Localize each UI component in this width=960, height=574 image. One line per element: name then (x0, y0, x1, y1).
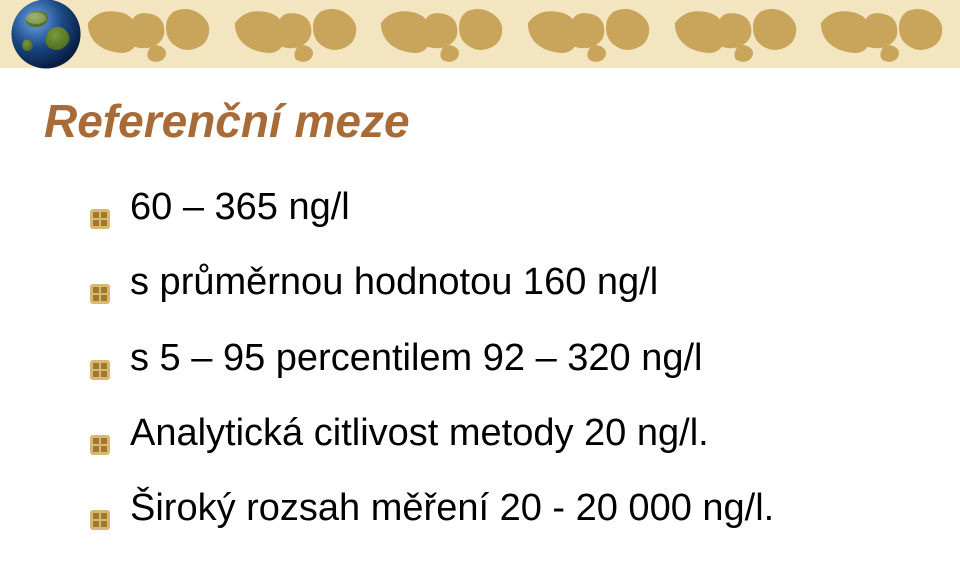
list-item: 60 – 365 ng/l (88, 182, 916, 245)
map-tile-icon (229, 3, 368, 65)
map-tile-icon (522, 3, 661, 65)
banner-maps (82, 0, 960, 68)
bullet-icon (88, 358, 112, 382)
bullet (88, 420, 112, 471)
bullet-icon (88, 207, 112, 231)
bullet (88, 495, 112, 546)
bullet (88, 269, 112, 320)
list-item: s 5 – 95 percentilem 92 – 320 ng/l (88, 333, 916, 396)
map-tile-icon (375, 3, 514, 65)
list-item: Široký rozsah měření 20 - 20 000 ng/l. (88, 483, 916, 546)
list-item-text: s průměrnou hodnotou 160 ng/l (130, 257, 916, 308)
bullet-list: 60 – 365 ng/l s průměrnou hodnotou 160 ng… (44, 182, 916, 546)
map-tile-icon (669, 3, 808, 65)
list-item: Analytická citlivost metody 20 ng/l. (88, 408, 916, 471)
slide-title: Referenční meze (44, 94, 916, 148)
banner (0, 0, 960, 68)
list-item-text: s 5 – 95 percentilem 92 – 320 ng/l (130, 333, 916, 384)
map-tile-icon (82, 3, 221, 65)
globe-icon (10, 0, 82, 70)
bullet (88, 194, 112, 245)
map-tile-icon (815, 3, 954, 65)
list-item-text: Analytická citlivost metody 20 ng/l. (130, 408, 916, 459)
list-item-text: Široký rozsah měření 20 - 20 000 ng/l. (130, 483, 916, 534)
bullet-icon (88, 508, 112, 532)
bullet-icon (88, 433, 112, 457)
list-item: s průměrnou hodnotou 160 ng/l (88, 257, 916, 320)
bullet-icon (88, 282, 112, 306)
bullet (88, 345, 112, 396)
list-item-text: 60 – 365 ng/l (130, 182, 916, 233)
slide-content: Referenční meze 60 – 365 ng/l s průměrnou… (0, 68, 960, 546)
